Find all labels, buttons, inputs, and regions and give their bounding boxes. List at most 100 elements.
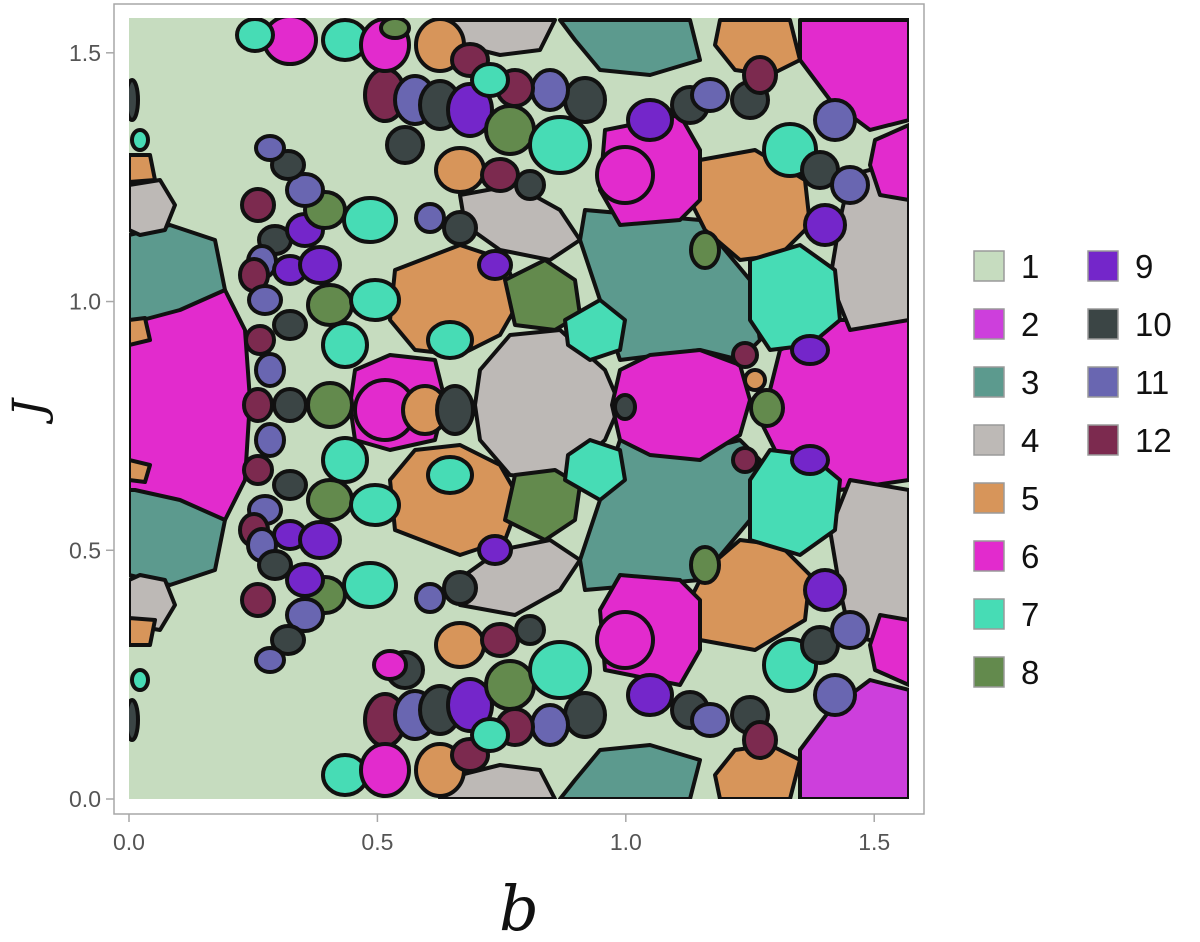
basin-region	[558, 18, 702, 77]
basin-region	[306, 283, 354, 327]
basin-region	[298, 520, 342, 560]
basin-region	[563, 691, 607, 739]
legend-label: 5	[1021, 480, 1039, 517]
basin-region	[446, 82, 494, 138]
basin-region	[372, 649, 408, 681]
legend-label: 8	[1021, 654, 1039, 691]
basin-region	[514, 169, 546, 201]
legend-label: 4	[1021, 422, 1039, 459]
basin-region	[388, 443, 522, 557]
legend-swatch	[973, 250, 1005, 282]
basin-region	[790, 334, 830, 366]
legend-swatch	[1087, 250, 1119, 282]
basin-region	[129, 698, 140, 742]
basin-region	[749, 388, 785, 428]
basin-region	[242, 387, 274, 423]
legend-swatch	[1087, 366, 1119, 398]
basin-region	[285, 172, 325, 208]
legend-label: 2	[1021, 306, 1039, 343]
basin-region	[477, 249, 513, 281]
basin-region	[484, 104, 536, 156]
legend-label: 1	[1021, 248, 1039, 285]
basin-region	[748, 243, 842, 352]
basin-region	[480, 157, 520, 193]
basin-region	[813, 98, 857, 142]
basin-region	[254, 646, 286, 674]
legend-swatch	[973, 482, 1005, 514]
basin-region	[272, 387, 308, 423]
basin-region	[285, 562, 325, 598]
basin-region	[285, 597, 325, 633]
legend-label: 9	[1135, 248, 1153, 285]
basin-region	[321, 321, 369, 369]
legend-swatch	[1087, 424, 1119, 456]
legend-swatch	[973, 366, 1005, 398]
legend-swatch	[973, 656, 1005, 688]
legend-label: 12	[1135, 422, 1172, 459]
basin-region	[434, 146, 486, 194]
basin-region	[342, 561, 398, 609]
y-tick-label: 1.5	[69, 40, 101, 66]
legend-label: 11	[1135, 364, 1169, 401]
basin-region	[528, 640, 592, 700]
y-tick-label: 1.0	[69, 289, 101, 315]
basin-region	[626, 98, 674, 142]
basin-region	[129, 153, 157, 184]
basin-region	[414, 582, 446, 614]
basin-region	[129, 78, 140, 122]
x-tick-label: 0.0	[113, 829, 145, 855]
basin-region	[349, 483, 401, 527]
basin-region	[798, 678, 909, 799]
legend-swatch	[973, 540, 1005, 572]
legend-label: 10	[1135, 306, 1172, 343]
basin-region	[563, 298, 627, 362]
legend-label: 7	[1021, 596, 1039, 633]
basin-region	[306, 381, 354, 429]
basin-region	[240, 582, 276, 618]
legend-swatch	[973, 308, 1005, 340]
basin-region	[321, 436, 369, 484]
x-tick-label: 1.5	[858, 829, 890, 855]
basin-region	[743, 368, 767, 392]
basin-region	[247, 284, 283, 316]
basin-region	[689, 230, 721, 270]
basin-region	[130, 128, 150, 152]
basin-region	[254, 422, 286, 458]
y-axis-title: J	[4, 397, 55, 425]
y-tick-label: 0.5	[69, 537, 101, 563]
basin-region	[528, 115, 592, 175]
basin-region	[563, 438, 627, 502]
basin-region	[349, 278, 401, 322]
y-axis: 0.0 0.5 1.0 1.5	[69, 40, 114, 812]
basin-region	[242, 454, 274, 486]
basin-region	[558, 743, 702, 799]
basin-region	[613, 393, 637, 421]
basin-region	[306, 478, 354, 522]
basin-region	[530, 703, 570, 747]
basin-region	[442, 570, 478, 606]
basin-region	[595, 145, 655, 205]
basin-region	[130, 668, 150, 692]
basin-region	[514, 614, 546, 646]
basin-region	[244, 324, 276, 356]
basin-region	[470, 62, 510, 98]
plot-frame	[113, 3, 925, 815]
basin-region	[442, 210, 478, 246]
basin-region	[530, 68, 570, 112]
legend-label: 6	[1021, 538, 1039, 575]
legend-label: 3	[1021, 364, 1039, 401]
basin-region	[742, 55, 778, 95]
basin-region	[690, 702, 730, 738]
x-axis-title: b	[499, 872, 539, 942]
basin-region	[129, 316, 152, 347]
basin-region	[359, 742, 411, 798]
basin-region	[385, 125, 425, 165]
basin-region	[484, 659, 536, 711]
legend-swatch	[1087, 308, 1119, 340]
basin-region	[731, 341, 759, 369]
basin-region	[235, 18, 275, 53]
legend-swatch	[973, 424, 1005, 456]
basin-region	[434, 621, 486, 669]
basin-region	[129, 616, 157, 647]
